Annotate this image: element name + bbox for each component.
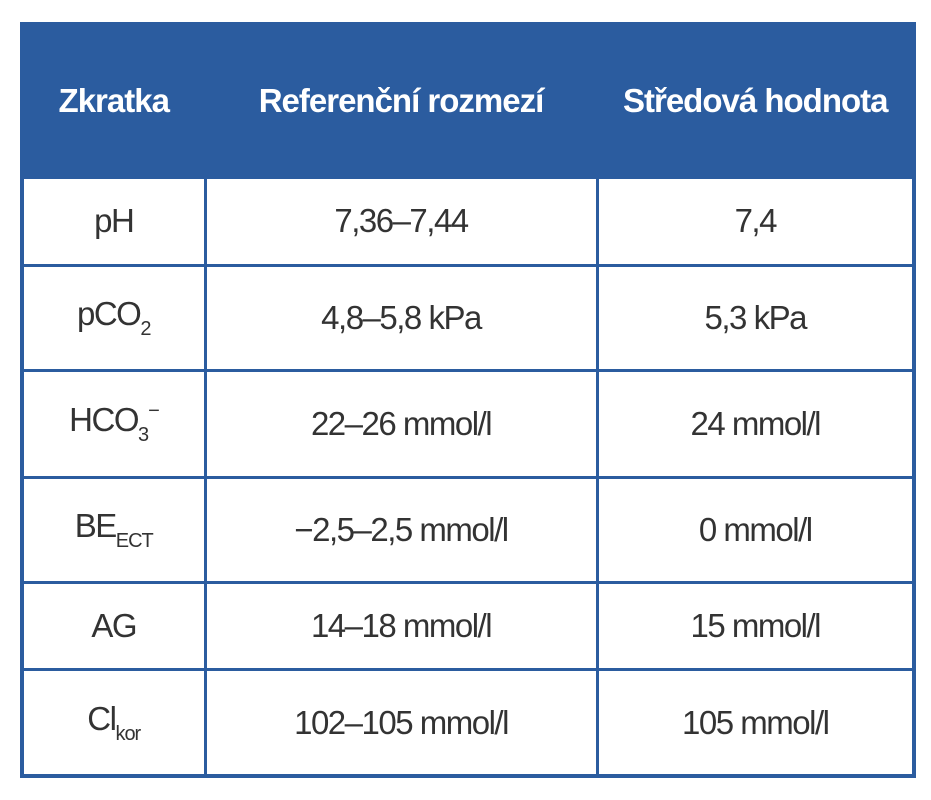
- table-row: BEECT −2,5–2,5 mmol/l 0 mmol/l: [20, 475, 916, 584]
- subscript: 3: [138, 424, 149, 447]
- header-cell: Referenční rozmezí: [203, 22, 599, 179]
- abbreviation: HCO: [69, 401, 139, 439]
- table-cell: AG: [20, 580, 207, 672]
- table-cell: 22–26 mmol/l: [203, 368, 599, 479]
- table-cell: BEECT: [20, 475, 207, 584]
- table-row: pH 7,36–7,44 7,4: [20, 176, 916, 267]
- header-cell: Zkratka: [20, 22, 207, 179]
- table-cell: 4,8–5,8 kPa: [203, 263, 599, 372]
- abbreviation: BE: [74, 506, 118, 544]
- cell-text: 24 mmol/l: [690, 404, 821, 442]
- table-cell: 105 mmol/l: [595, 668, 916, 778]
- table-cell: 15 mmol/l: [595, 580, 916, 672]
- header-text: Středová hodnota: [622, 82, 889, 119]
- cell-text: 15 mmol/l: [690, 607, 821, 645]
- subscript: ECT: [115, 529, 154, 552]
- abbreviation: pH: [94, 202, 135, 240]
- cell-text: 4,8–5,8 kPa: [321, 298, 482, 336]
- cell-text: 7,4: [734, 202, 778, 240]
- cell-text: 5,3 kPa: [704, 298, 808, 336]
- header-text: Zkratka: [58, 82, 170, 119]
- table-cell: HCO3−: [20, 368, 207, 479]
- table-row: AG 14–18 mmol/l 15 mmol/l: [20, 580, 916, 672]
- table-cell: 14–18 mmol/l: [203, 580, 599, 672]
- table-wrap: Zkratka Referenční rozmezí Středová hodnot…: [20, 22, 916, 778]
- cell-text: 14–18 mmol/l: [310, 607, 493, 645]
- table-row: Clkor 102–105 mmol/l 105 mmol/l: [20, 668, 916, 778]
- table-cell: 7,4: [595, 176, 916, 267]
- reference-table: Zkratka Referenční rozmezí Středová hodnot…: [20, 22, 916, 778]
- superscript: −: [148, 400, 160, 423]
- table-cell: −2,5–2,5 mmol/l: [203, 475, 599, 584]
- table-cell: 7,36–7,44: [203, 176, 599, 267]
- table-cell: pCO2: [20, 263, 207, 372]
- abbreviation: Cl: [87, 699, 117, 737]
- cell-text: 7,36–7,44: [334, 202, 469, 240]
- table-cell: 5,3 kPa: [595, 263, 916, 372]
- cell-text: 22–26 mmol/l: [310, 404, 493, 442]
- cell-text: 0 mmol/l: [698, 510, 813, 548]
- table-body: pH 7,36–7,44 7,4 pCO2 4,8–5,8 kPa 5,3 kPa HCO3…: [20, 176, 916, 778]
- cell-text: 105 mmol/l: [682, 703, 830, 741]
- table-cell: 0 mmol/l: [595, 475, 916, 584]
- abbreviation: AG: [91, 607, 137, 645]
- table-cell: Clkor: [20, 668, 207, 778]
- table-cell: 24 mmol/l: [595, 368, 916, 479]
- header-text: Referenční rozmezí: [258, 82, 545, 119]
- cell-text: 102–105 mmol/l: [294, 703, 509, 741]
- header-row: Zkratka Referenční rozmezí Středová hodnot…: [20, 22, 916, 179]
- cell-text: −2,5–2,5 mmol/l: [294, 510, 509, 548]
- table-row: pCO2 4,8–5,8 kPa 5,3 kPa: [20, 263, 916, 372]
- header-cell: Středová hodnota: [595, 22, 916, 179]
- table-cell: pH: [20, 176, 207, 267]
- table-row: HCO3− 22–26 mmol/l 24 mmol/l: [20, 368, 916, 479]
- table-cell: 102–105 mmol/l: [203, 668, 599, 778]
- subscript: 2: [140, 317, 151, 340]
- abbreviation: pCO: [77, 294, 142, 332]
- subscript: kor: [115, 722, 141, 745]
